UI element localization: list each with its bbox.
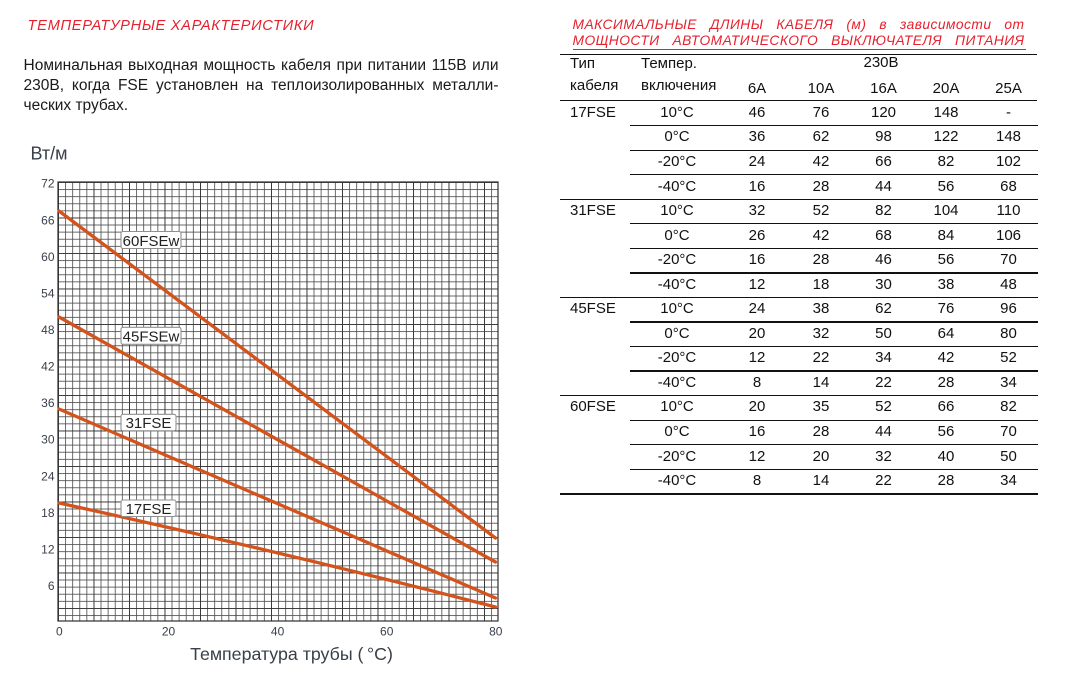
svg-text:12: 12 [41, 542, 55, 556]
svg-text:0: 0 [56, 625, 63, 639]
svg-text:31FSE: 31FSE [126, 415, 172, 432]
svg-text:24: 24 [41, 469, 55, 483]
svg-text:45FSEw: 45FSEw [123, 328, 180, 345]
svg-text:30: 30 [41, 433, 55, 447]
svg-text:20: 20 [162, 625, 176, 639]
svg-text:18: 18 [41, 506, 55, 520]
svg-text:60FSEw: 60FSEw [123, 233, 180, 250]
svg-text:6: 6 [48, 579, 55, 593]
svg-text:40: 40 [271, 625, 285, 639]
svg-text:Вт/м: Вт/м [31, 144, 68, 164]
svg-text:66: 66 [41, 213, 55, 227]
svg-text:17FSE: 17FSE [126, 501, 172, 518]
svg-text:48: 48 [41, 323, 55, 337]
svg-text:80: 80 [489, 625, 503, 639]
svg-text:60: 60 [41, 250, 55, 264]
svg-text:Температура трубы ( °C): Температура трубы ( °C) [190, 644, 393, 664]
svg-text:72: 72 [41, 177, 55, 191]
svg-text:60: 60 [380, 625, 394, 639]
svg-text:36: 36 [41, 396, 55, 410]
svg-text:42: 42 [41, 360, 55, 374]
svg-text:54: 54 [41, 286, 55, 300]
